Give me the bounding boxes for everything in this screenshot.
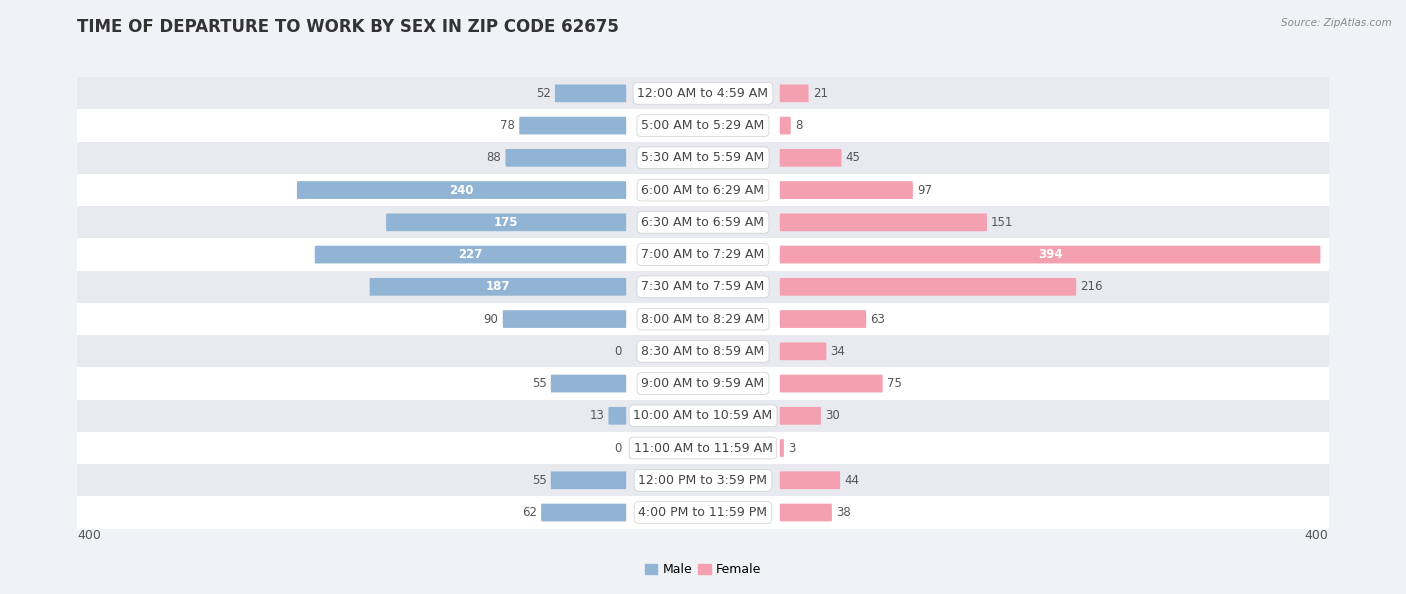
Text: 5:00 AM to 5:29 AM: 5:00 AM to 5:29 AM <box>641 119 765 132</box>
Text: 227: 227 <box>458 248 482 261</box>
Bar <box>77 303 1329 335</box>
FancyBboxPatch shape <box>503 310 626 328</box>
Text: 55: 55 <box>531 377 547 390</box>
FancyBboxPatch shape <box>780 439 785 457</box>
Text: 400: 400 <box>77 529 101 542</box>
Bar <box>77 77 1329 109</box>
Text: 0: 0 <box>614 345 621 358</box>
Bar <box>77 432 1329 464</box>
Text: Source: ZipAtlas.com: Source: ZipAtlas.com <box>1281 18 1392 28</box>
Text: 8:30 AM to 8:59 AM: 8:30 AM to 8:59 AM <box>641 345 765 358</box>
FancyBboxPatch shape <box>780 278 1076 296</box>
Text: 55: 55 <box>531 474 547 487</box>
Text: 12:00 AM to 4:59 AM: 12:00 AM to 4:59 AM <box>637 87 769 100</box>
Text: 45: 45 <box>845 151 860 165</box>
FancyBboxPatch shape <box>780 504 832 522</box>
Text: 7:00 AM to 7:29 AM: 7:00 AM to 7:29 AM <box>641 248 765 261</box>
FancyBboxPatch shape <box>551 472 626 489</box>
Text: 90: 90 <box>484 312 499 326</box>
Text: 4:00 PM to 11:59 PM: 4:00 PM to 11:59 PM <box>638 506 768 519</box>
FancyBboxPatch shape <box>506 149 626 167</box>
Text: 30: 30 <box>825 409 839 422</box>
Text: 8: 8 <box>794 119 803 132</box>
Text: 175: 175 <box>494 216 519 229</box>
Text: 6:00 AM to 6:29 AM: 6:00 AM to 6:29 AM <box>641 184 765 197</box>
Text: 8:00 AM to 8:29 AM: 8:00 AM to 8:29 AM <box>641 312 765 326</box>
Text: 0: 0 <box>614 441 621 454</box>
Text: 187: 187 <box>485 280 510 293</box>
FancyBboxPatch shape <box>297 181 626 199</box>
FancyBboxPatch shape <box>780 149 842 167</box>
Text: TIME OF DEPARTURE TO WORK BY SEX IN ZIP CODE 62675: TIME OF DEPARTURE TO WORK BY SEX IN ZIP … <box>77 18 619 36</box>
Bar <box>77 206 1329 238</box>
Bar <box>77 109 1329 142</box>
Text: 44: 44 <box>844 474 859 487</box>
Text: 3: 3 <box>787 441 796 454</box>
FancyBboxPatch shape <box>551 375 626 393</box>
Text: 63: 63 <box>870 312 886 326</box>
FancyBboxPatch shape <box>780 310 866 328</box>
FancyBboxPatch shape <box>519 117 626 134</box>
Text: 216: 216 <box>1080 280 1102 293</box>
Text: 38: 38 <box>837 506 851 519</box>
FancyBboxPatch shape <box>780 84 808 102</box>
Text: 6:30 AM to 6:59 AM: 6:30 AM to 6:59 AM <box>641 216 765 229</box>
Bar <box>77 400 1329 432</box>
Bar <box>77 497 1329 529</box>
FancyBboxPatch shape <box>780 375 883 393</box>
Text: 7:30 AM to 7:59 AM: 7:30 AM to 7:59 AM <box>641 280 765 293</box>
Text: 240: 240 <box>450 184 474 197</box>
Text: 34: 34 <box>831 345 845 358</box>
Text: 97: 97 <box>917 184 932 197</box>
Text: 400: 400 <box>1305 529 1329 542</box>
FancyBboxPatch shape <box>780 246 1320 264</box>
FancyBboxPatch shape <box>780 117 790 134</box>
Text: 5:30 AM to 5:59 AM: 5:30 AM to 5:59 AM <box>641 151 765 165</box>
FancyBboxPatch shape <box>780 213 987 231</box>
Bar <box>77 368 1329 400</box>
Bar <box>77 271 1329 303</box>
Text: 11:00 AM to 11:59 AM: 11:00 AM to 11:59 AM <box>634 441 772 454</box>
FancyBboxPatch shape <box>541 504 626 522</box>
Text: 151: 151 <box>991 216 1014 229</box>
FancyBboxPatch shape <box>370 278 626 296</box>
FancyBboxPatch shape <box>780 472 841 489</box>
FancyBboxPatch shape <box>387 213 626 231</box>
Bar <box>77 174 1329 206</box>
FancyBboxPatch shape <box>315 246 626 264</box>
Text: 88: 88 <box>486 151 502 165</box>
Text: 21: 21 <box>813 87 828 100</box>
Bar <box>77 335 1329 368</box>
Text: 52: 52 <box>536 87 551 100</box>
Bar <box>77 142 1329 174</box>
Text: 9:00 AM to 9:59 AM: 9:00 AM to 9:59 AM <box>641 377 765 390</box>
FancyBboxPatch shape <box>780 407 821 425</box>
FancyBboxPatch shape <box>780 342 827 360</box>
Bar <box>77 464 1329 497</box>
Text: 13: 13 <box>589 409 605 422</box>
Text: 75: 75 <box>887 377 901 390</box>
Text: 10:00 AM to 10:59 AM: 10:00 AM to 10:59 AM <box>634 409 772 422</box>
Text: 394: 394 <box>1038 248 1063 261</box>
FancyBboxPatch shape <box>555 84 626 102</box>
FancyBboxPatch shape <box>780 181 912 199</box>
Text: 12:00 PM to 3:59 PM: 12:00 PM to 3:59 PM <box>638 474 768 487</box>
FancyBboxPatch shape <box>609 407 626 425</box>
Text: 62: 62 <box>522 506 537 519</box>
Text: 78: 78 <box>501 119 515 132</box>
Legend: Male, Female: Male, Female <box>640 558 766 581</box>
Bar <box>77 238 1329 271</box>
